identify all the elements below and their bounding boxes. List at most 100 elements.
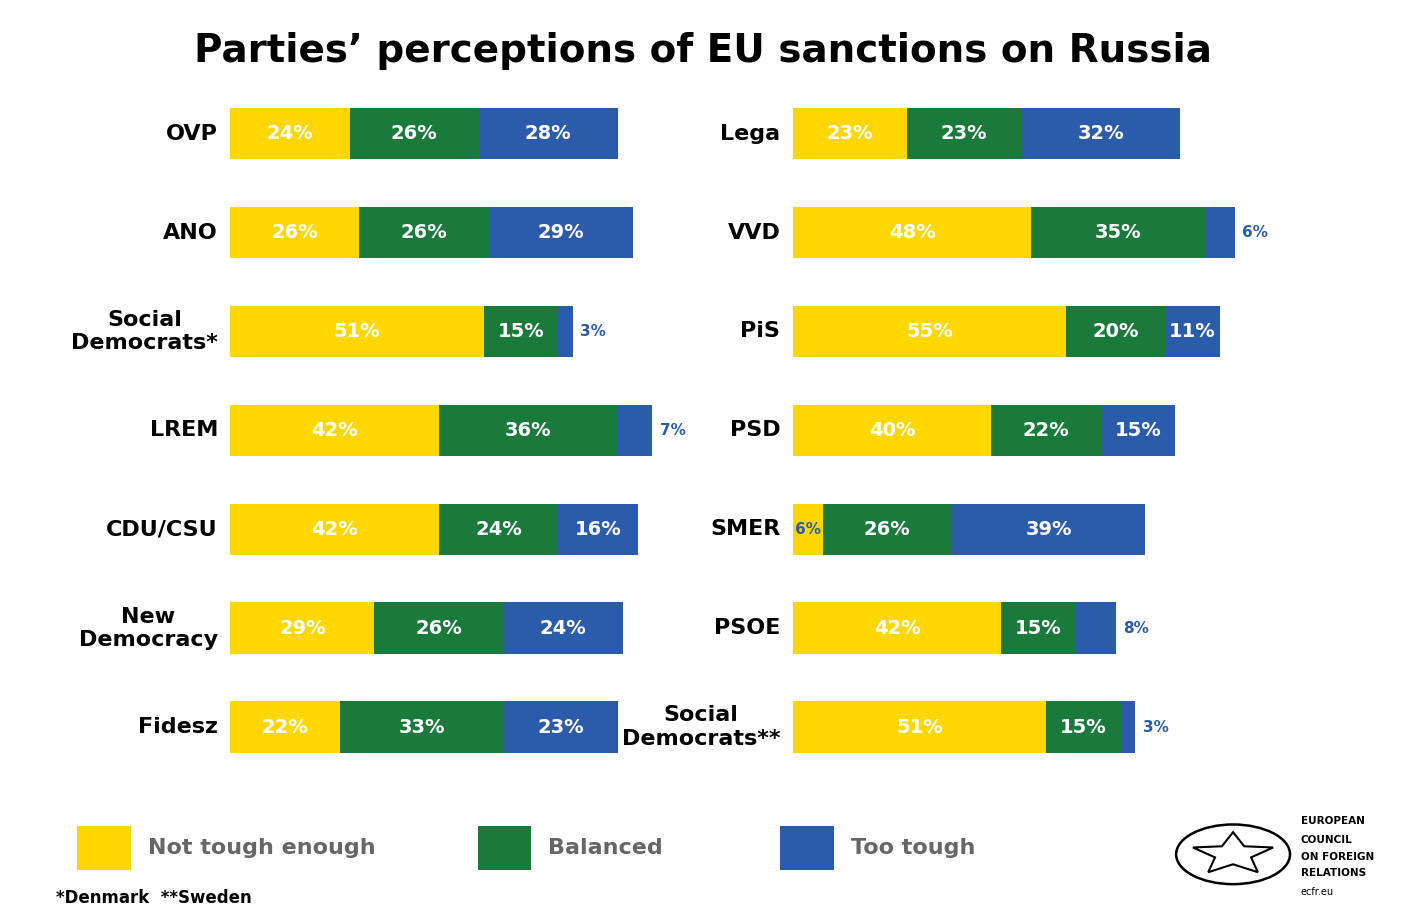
Text: 29%: 29% bbox=[537, 223, 583, 242]
Text: *Denmark  **Sweden: *Denmark **Sweden bbox=[56, 889, 252, 907]
Bar bbox=[1121, 702, 1136, 752]
Bar bbox=[558, 306, 574, 357]
Text: 35%: 35% bbox=[1095, 223, 1142, 242]
Text: SMER: SMER bbox=[710, 519, 780, 540]
Text: 40%: 40% bbox=[869, 421, 915, 440]
Text: ON FOREIGN: ON FOREIGN bbox=[1301, 852, 1374, 861]
Bar bbox=[1021, 108, 1180, 159]
Bar bbox=[231, 602, 374, 654]
Bar bbox=[489, 207, 633, 258]
Bar bbox=[793, 602, 1001, 654]
Text: 26%: 26% bbox=[401, 223, 447, 242]
Text: CDU/CSU: CDU/CSU bbox=[107, 519, 218, 540]
Bar bbox=[1001, 602, 1076, 654]
Bar bbox=[793, 108, 907, 159]
Text: RELATIONS: RELATIONS bbox=[1301, 869, 1365, 878]
Text: 42%: 42% bbox=[311, 421, 359, 440]
Bar bbox=[478, 108, 617, 159]
Bar bbox=[793, 306, 1066, 357]
Text: Balanced: Balanced bbox=[548, 838, 664, 858]
Bar bbox=[1205, 207, 1234, 258]
Text: 26%: 26% bbox=[271, 223, 318, 242]
Text: 32%: 32% bbox=[1077, 124, 1123, 143]
Text: 48%: 48% bbox=[889, 223, 935, 242]
Bar bbox=[1046, 702, 1121, 752]
Text: 55%: 55% bbox=[905, 322, 953, 341]
Bar bbox=[617, 404, 652, 456]
Text: Social
Democrats*: Social Democrats* bbox=[72, 309, 218, 353]
Bar bbox=[907, 108, 1021, 159]
Bar bbox=[793, 207, 1031, 258]
Bar bbox=[793, 404, 991, 456]
Bar bbox=[1076, 602, 1115, 654]
Text: 23%: 23% bbox=[941, 124, 987, 143]
Text: 6%: 6% bbox=[794, 522, 821, 537]
Text: LREM: LREM bbox=[149, 420, 218, 440]
Bar bbox=[340, 702, 503, 752]
Bar bbox=[793, 702, 1046, 752]
Bar bbox=[823, 504, 952, 555]
Bar bbox=[231, 404, 439, 456]
Bar bbox=[484, 306, 558, 357]
Text: EUROPEAN: EUROPEAN bbox=[1301, 816, 1364, 826]
Bar bbox=[952, 504, 1146, 555]
Bar bbox=[793, 504, 823, 555]
Text: 33%: 33% bbox=[398, 717, 444, 737]
Bar bbox=[231, 108, 350, 159]
Text: ANO: ANO bbox=[163, 223, 218, 242]
Text: PSOE: PSOE bbox=[714, 618, 780, 638]
Bar bbox=[439, 504, 558, 555]
Text: 20%: 20% bbox=[1092, 322, 1139, 341]
Text: 11%: 11% bbox=[1170, 322, 1216, 341]
Text: OVP: OVP bbox=[166, 123, 218, 144]
Text: 7%: 7% bbox=[659, 423, 686, 437]
Bar bbox=[558, 504, 637, 555]
Text: 3%: 3% bbox=[1143, 719, 1168, 735]
Bar bbox=[1066, 306, 1166, 357]
Text: Lega: Lega bbox=[720, 123, 780, 144]
Bar bbox=[231, 702, 340, 752]
Text: 51%: 51% bbox=[896, 717, 943, 737]
Text: 24%: 24% bbox=[267, 124, 314, 143]
Text: ecfr.eu: ecfr.eu bbox=[1301, 887, 1334, 897]
Bar bbox=[1031, 207, 1205, 258]
Bar bbox=[439, 404, 617, 456]
Text: Not tough enough: Not tough enough bbox=[148, 838, 375, 858]
Bar bbox=[231, 504, 439, 555]
Text: 42%: 42% bbox=[311, 519, 359, 539]
Text: 15%: 15% bbox=[1115, 421, 1161, 440]
Text: Social
Democrats**: Social Democrats** bbox=[621, 705, 780, 749]
Text: 26%: 26% bbox=[391, 124, 437, 143]
Text: 26%: 26% bbox=[863, 519, 911, 539]
Bar bbox=[231, 306, 484, 357]
Bar bbox=[360, 207, 489, 258]
Bar bbox=[1166, 306, 1220, 357]
Text: Parties’ perceptions of EU sanctions on Russia: Parties’ perceptions of EU sanctions on … bbox=[194, 32, 1212, 70]
Text: 16%: 16% bbox=[575, 519, 621, 539]
Text: 26%: 26% bbox=[416, 619, 463, 637]
Text: Too tough: Too tough bbox=[851, 838, 974, 858]
Bar bbox=[503, 702, 617, 752]
Bar bbox=[503, 602, 623, 654]
Text: 39%: 39% bbox=[1025, 519, 1071, 539]
Text: 15%: 15% bbox=[498, 322, 544, 341]
Bar bbox=[350, 108, 478, 159]
Text: 51%: 51% bbox=[333, 322, 381, 341]
Text: 29%: 29% bbox=[278, 619, 326, 637]
Text: VVD: VVD bbox=[727, 223, 780, 242]
Text: Fidesz: Fidesz bbox=[138, 717, 218, 737]
Text: COUNCIL: COUNCIL bbox=[1301, 835, 1353, 845]
Text: PSD: PSD bbox=[730, 420, 780, 440]
Text: 24%: 24% bbox=[540, 619, 586, 637]
Text: 6%: 6% bbox=[1243, 225, 1268, 240]
Text: 22%: 22% bbox=[262, 717, 308, 737]
Text: 23%: 23% bbox=[537, 717, 583, 737]
Text: 15%: 15% bbox=[1015, 619, 1062, 637]
Text: 24%: 24% bbox=[475, 519, 522, 539]
Bar bbox=[1101, 404, 1175, 456]
Bar bbox=[231, 207, 360, 258]
Text: PiS: PiS bbox=[741, 321, 780, 342]
Text: 28%: 28% bbox=[524, 124, 572, 143]
Text: 3%: 3% bbox=[581, 324, 606, 339]
Text: 42%: 42% bbox=[873, 619, 921, 637]
